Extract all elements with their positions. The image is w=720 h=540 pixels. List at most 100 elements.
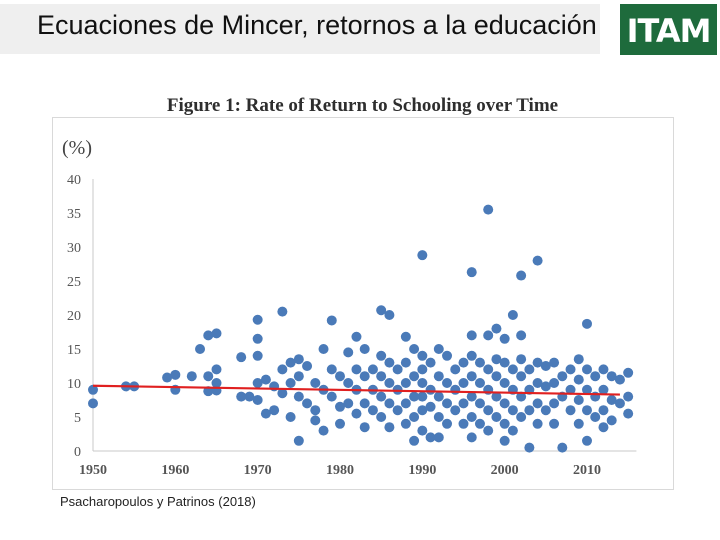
data-point bbox=[549, 418, 560, 429]
data-point bbox=[499, 398, 510, 409]
data-point bbox=[302, 361, 313, 371]
data-point bbox=[516, 391, 527, 402]
data-point bbox=[499, 333, 510, 344]
data-point bbox=[499, 418, 510, 429]
data-point bbox=[376, 305, 387, 316]
data-point bbox=[252, 378, 263, 388]
data-point bbox=[557, 371, 568, 382]
data-point bbox=[88, 398, 98, 409]
data-point bbox=[516, 330, 527, 341]
data-point bbox=[474, 418, 485, 429]
data-point bbox=[326, 364, 337, 375]
data-point bbox=[433, 344, 444, 354]
data-point bbox=[524, 405, 535, 416]
data-point bbox=[590, 412, 601, 422]
data-point bbox=[458, 378, 469, 388]
y-tick-label: 20 bbox=[67, 309, 81, 324]
data-point bbox=[400, 357, 411, 368]
logo-text: ITAM bbox=[627, 12, 711, 50]
data-point bbox=[433, 432, 444, 443]
data-point bbox=[458, 357, 469, 368]
data-point bbox=[565, 405, 576, 416]
data-point bbox=[170, 369, 181, 380]
data-point bbox=[582, 364, 592, 375]
data-point bbox=[335, 401, 345, 412]
x-tick-label: 2000 bbox=[491, 463, 519, 478]
data-point bbox=[549, 378, 560, 388]
data-point bbox=[549, 357, 560, 368]
data-point bbox=[392, 405, 403, 416]
data-point bbox=[458, 398, 469, 409]
data-point bbox=[359, 422, 370, 433]
y-tick-label: 40 bbox=[67, 173, 81, 188]
data-point bbox=[351, 408, 362, 419]
itam-logo-mark: ITAM bbox=[620, 4, 717, 55]
title-band bbox=[0, 4, 600, 54]
data-point bbox=[277, 388, 288, 399]
x-tick-label: 1950 bbox=[79, 463, 107, 478]
data-point bbox=[425, 384, 436, 395]
data-point bbox=[532, 255, 543, 266]
data-point bbox=[474, 378, 485, 388]
data-point bbox=[491, 323, 502, 334]
data-point bbox=[540, 381, 551, 392]
data-point bbox=[573, 395, 584, 405]
data-point bbox=[573, 374, 584, 385]
data-point bbox=[532, 357, 543, 368]
data-point bbox=[483, 425, 494, 436]
data-point bbox=[507, 310, 518, 320]
data-point bbox=[285, 357, 296, 368]
data-point bbox=[400, 378, 411, 388]
data-point bbox=[483, 405, 494, 416]
data-point bbox=[573, 418, 584, 429]
data-point bbox=[623, 367, 634, 378]
data-point bbox=[400, 418, 411, 429]
y-tick-label: 10 bbox=[67, 377, 81, 392]
data-point bbox=[582, 435, 592, 446]
data-point bbox=[351, 364, 362, 375]
data-point bbox=[417, 350, 428, 361]
data-point bbox=[376, 350, 387, 361]
data-point bbox=[524, 442, 535, 453]
x-tick-label: 1960 bbox=[161, 463, 189, 478]
data-point bbox=[88, 384, 98, 395]
data-point bbox=[516, 412, 527, 422]
trend-line bbox=[92, 384, 620, 396]
data-point bbox=[236, 391, 247, 402]
data-point bbox=[474, 398, 485, 409]
data-point bbox=[384, 310, 395, 320]
data-point bbox=[400, 398, 411, 409]
data-point bbox=[450, 364, 461, 375]
data-point bbox=[532, 398, 543, 409]
data-point bbox=[614, 398, 625, 409]
data-point bbox=[598, 384, 609, 395]
data-point bbox=[623, 391, 634, 402]
data-point bbox=[565, 384, 576, 395]
x-tick-label: 1980 bbox=[326, 463, 354, 478]
data-point bbox=[442, 398, 453, 409]
data-point bbox=[433, 371, 444, 382]
data-point bbox=[162, 372, 173, 383]
data-point bbox=[277, 364, 288, 375]
data-point bbox=[598, 364, 609, 375]
data-point bbox=[540, 405, 551, 416]
data-point bbox=[499, 378, 510, 388]
itam-logo: ITAM bbox=[620, 4, 717, 55]
y-axis-label: (%) bbox=[62, 137, 92, 159]
data-point bbox=[491, 371, 502, 382]
data-point bbox=[491, 354, 502, 365]
data-point bbox=[532, 378, 543, 388]
data-point bbox=[466, 267, 477, 278]
data-point bbox=[606, 371, 617, 382]
data-point bbox=[293, 435, 304, 446]
data-point bbox=[367, 405, 378, 416]
data-point bbox=[409, 435, 420, 446]
data-point bbox=[524, 364, 535, 375]
y-tick-label: 0 bbox=[74, 445, 81, 460]
data-point bbox=[516, 270, 527, 281]
data-point bbox=[433, 412, 444, 422]
data-point bbox=[466, 412, 477, 422]
data-point bbox=[252, 395, 263, 405]
x-tick-label: 1990 bbox=[408, 463, 436, 478]
data-point bbox=[466, 330, 477, 341]
